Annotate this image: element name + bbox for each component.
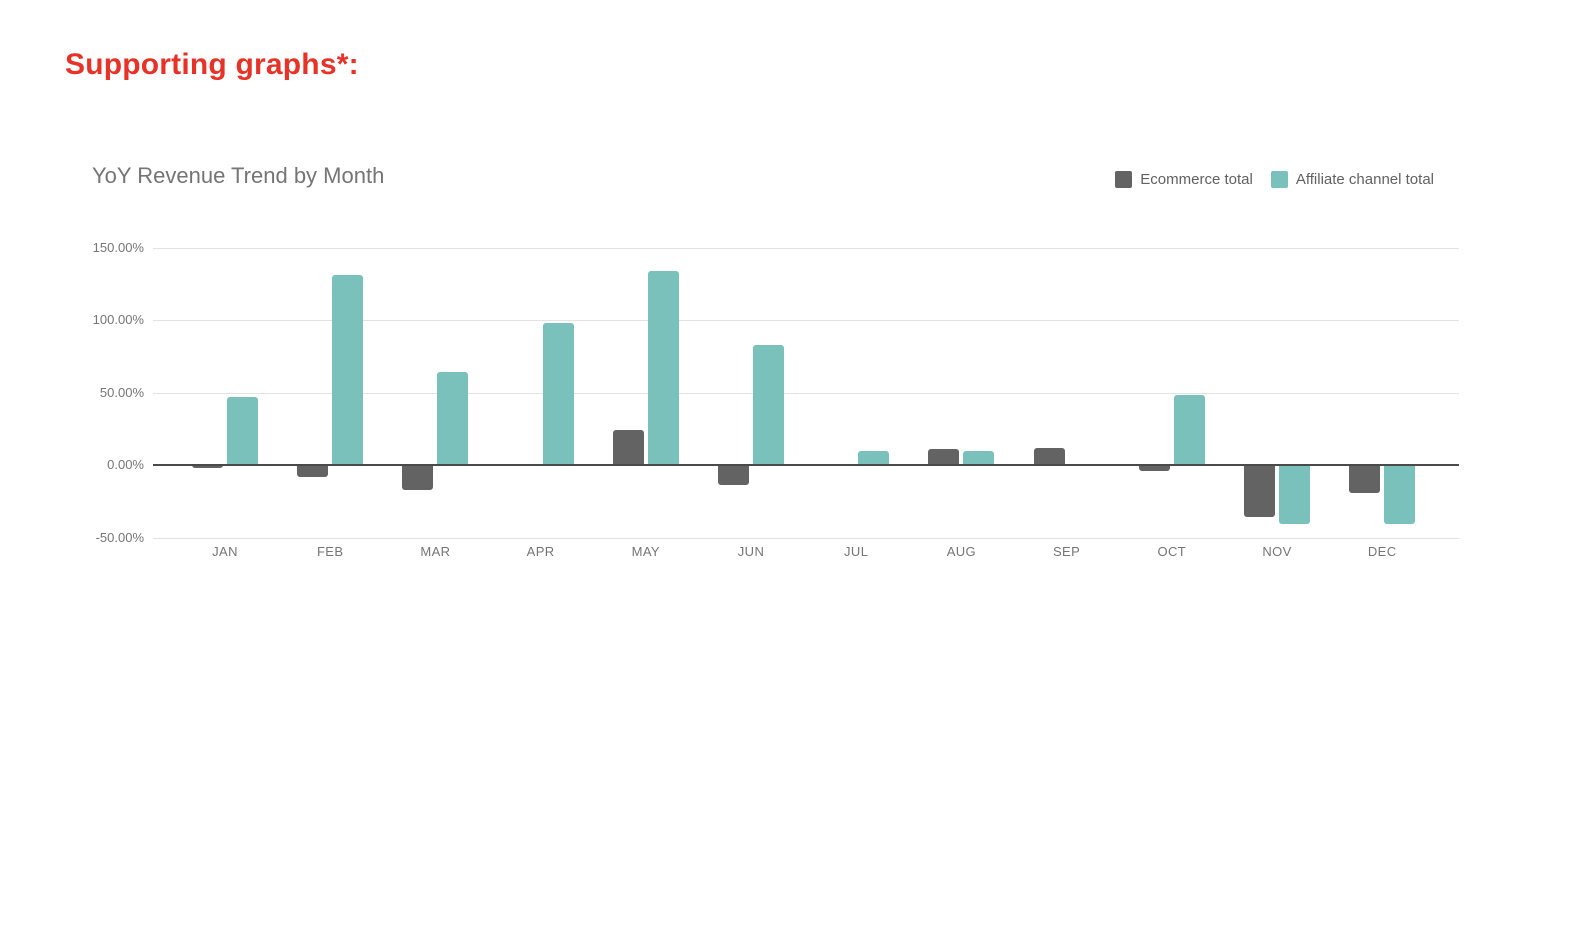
legend-label-affiliate: Affiliate channel total xyxy=(1295,171,1434,188)
gridline xyxy=(153,320,1459,321)
ecommerce-swatch-icon xyxy=(1115,171,1133,188)
bar-ecommerce-total-dec xyxy=(1349,465,1381,493)
page-heading: Supporting graphs*: xyxy=(65,48,359,81)
x-axis-month-label: JUL xyxy=(844,544,869,559)
y-axis-tick-label: 100.00% xyxy=(92,312,144,327)
x-axis-month-label: DEC xyxy=(1367,544,1397,559)
chart-title: YoY Revenue Trend by Month xyxy=(92,163,385,188)
gridline xyxy=(153,537,1459,539)
bar-affiliate-channel-total-aug xyxy=(963,450,995,465)
legend-label-ecommerce: Ecommerce total xyxy=(1140,171,1253,188)
x-axis-month-label: MAY xyxy=(631,544,660,559)
x-axis-month-label: JUN xyxy=(737,544,765,559)
bar-affiliate-channel-total-dec xyxy=(1384,465,1416,525)
x-axis-month-label: FEB xyxy=(316,544,344,559)
gridline xyxy=(153,392,1459,394)
affiliate-swatch-icon xyxy=(1270,171,1288,188)
chart-card xyxy=(0,140,1574,600)
y-axis-tick-label: 0.00% xyxy=(107,457,144,472)
bar-affiliate-channel-total-oct xyxy=(1173,395,1205,465)
bar-ecommerce-total-nov xyxy=(1244,465,1275,518)
y-axis-tick-label: 50.00% xyxy=(99,384,144,400)
y-axis-tick-label: -50.00% xyxy=(95,529,144,545)
bar-affiliate-channel-total-nov xyxy=(1279,465,1310,525)
x-axis-month-label: NOV xyxy=(1262,544,1292,559)
bar-affiliate-channel-total-jun xyxy=(753,344,784,465)
y-axis-tick-label: 150.00% xyxy=(92,239,144,255)
plot-area: 150.00% 100.00% 50.00% 0.00% -50.00% JAN FEB MA… xyxy=(93,240,1459,559)
x-axis-month-label: AUG xyxy=(946,544,977,559)
x-axis-month-label: JAN xyxy=(212,544,238,559)
x-axis-month-label: SEP xyxy=(1052,544,1081,559)
bar-ecommerce-total-jun xyxy=(718,465,749,486)
bar-ecommerce-total-aug xyxy=(928,449,960,465)
bar-affiliate-channel-total-apr xyxy=(542,322,574,465)
bar-ecommerce-total-jan xyxy=(192,465,223,468)
x-axis-month-label: MAR xyxy=(420,544,451,559)
bar-ecommerce-total-mar xyxy=(402,465,434,490)
bar-affiliate-channel-total-feb xyxy=(332,275,364,465)
legend-item-affiliate: Affiliate channel total xyxy=(1270,171,1434,188)
bar-affiliate-channel-total-may xyxy=(647,270,679,465)
bar-affiliate-channel-total-mar xyxy=(437,372,469,465)
bar-affiliate-channel-total-jul xyxy=(858,450,890,465)
bar-ecommerce-total-sep xyxy=(1033,447,1065,465)
x-axis-month-label: APR xyxy=(526,544,555,559)
bar-ecommerce-total-oct xyxy=(1138,465,1170,471)
bar-affiliate-channel-total-jan xyxy=(227,396,258,465)
chart-legend: Ecommerce total Affiliate channel total xyxy=(1115,171,1434,188)
x-axis-month-label: OCT xyxy=(1157,544,1187,559)
bar-ecommerce-total-feb xyxy=(297,465,329,477)
gridline xyxy=(153,247,1459,249)
legend-item-ecommerce: Ecommerce total xyxy=(1115,171,1253,188)
bar-ecommerce-total-may xyxy=(612,430,644,465)
x-axis-baseline xyxy=(153,464,1459,466)
